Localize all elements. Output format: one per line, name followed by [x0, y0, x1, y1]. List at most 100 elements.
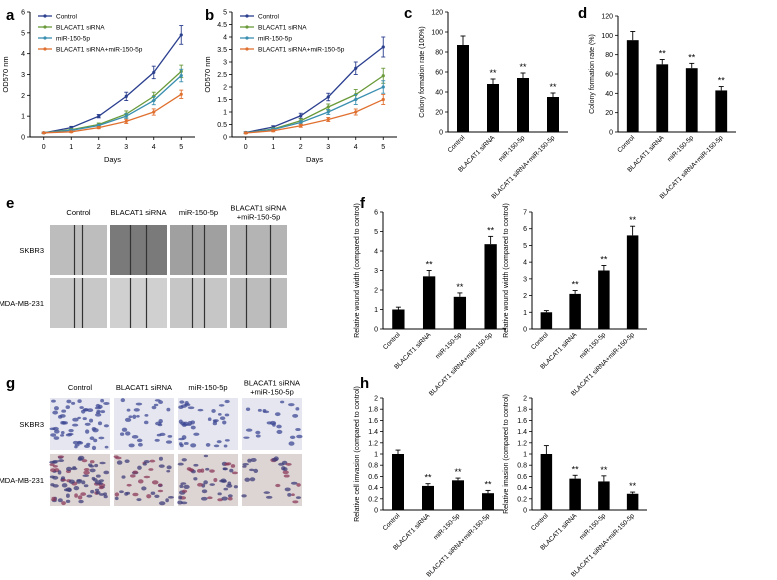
y-axis-label: Colony formation rate (100%) [419, 26, 426, 117]
stained-cell [217, 412, 222, 416]
stained-cell [67, 432, 74, 436]
stained-cell [83, 444, 90, 449]
bar-1 [569, 293, 581, 329]
x-category-label: miR-150-5p [666, 134, 695, 163]
stained-cell [190, 420, 196, 425]
bar-2 [517, 78, 529, 132]
stained-cell [227, 496, 233, 501]
x-category-label: miR-150-5p [497, 134, 526, 163]
stained-cell [154, 399, 161, 402]
data-point [271, 129, 275, 133]
chart-h-skbr3: 0 0.2 0.4 0.6 0.8 1 1.2 1.4 1.6 1.8 2 Control ** BLAC… [354, 386, 503, 579]
y-tick-label: 0.6 [368, 474, 378, 481]
stained-cell [265, 495, 273, 499]
panel-letter-f: f [360, 195, 366, 212]
column-label: BLACAT1 siRNA [244, 379, 300, 388]
stained-cell [72, 417, 79, 422]
stained-cell [142, 463, 147, 466]
stained-cell [280, 400, 285, 404]
stained-cell [287, 493, 292, 497]
significance-mark: ** [600, 254, 608, 264]
stained-cell [82, 417, 87, 421]
panel-letter-h: h [360, 375, 369, 392]
panel-letter-g: g [6, 375, 15, 392]
stained-cell [188, 468, 194, 472]
data-point [381, 74, 385, 78]
stained-cell [207, 496, 213, 500]
stained-cell [223, 444, 228, 448]
stained-cell [276, 429, 283, 434]
stained-cell [203, 480, 208, 485]
wound-image [50, 278, 107, 328]
legend-label-1: BLACAT1 siRNA [258, 24, 307, 31]
stained-cell [49, 427, 56, 431]
stained-cell [68, 428, 74, 433]
legend-marker [245, 47, 249, 51]
y-tick-label: 5 [223, 10, 227, 17]
y-tick-label: 0 [523, 327, 527, 334]
stained-cell [222, 467, 227, 471]
stained-cell [227, 494, 233, 498]
stained-cell [181, 458, 187, 462]
stained-cell [197, 408, 204, 412]
data-point [381, 45, 385, 49]
x-tick-label: 0 [244, 144, 248, 151]
bar-1 [569, 478, 581, 510]
y-tick-label: 0.8 [368, 463, 378, 470]
x-category-label: BLACAT1 siRNA+miR-150-5p [570, 331, 636, 397]
stained-cell [295, 427, 301, 432]
y-tick-label: 4 [21, 51, 25, 58]
stained-cell [100, 398, 105, 403]
stained-cell [57, 470, 62, 475]
x-category-label: BLACAT1 siRNA+miR-150-5p [428, 331, 494, 397]
x-category-label: miR-150-5p [578, 512, 607, 541]
legend-marker [43, 25, 47, 29]
stained-cell [70, 467, 78, 471]
stained-cell [87, 408, 94, 413]
stained-cell [181, 422, 187, 427]
stained-cell [126, 408, 131, 412]
y-tick-label: 2 [374, 396, 378, 403]
bar-0 [540, 312, 553, 329]
y-tick-label: 0.5 [217, 122, 227, 129]
stained-cell [103, 470, 110, 475]
stained-cell [77, 440, 82, 444]
stained-cell [166, 469, 171, 473]
stained-cell [226, 483, 233, 488]
stained-cell [222, 479, 227, 483]
significance-mark: ** [659, 49, 667, 59]
stained-cell [250, 457, 257, 462]
stained-cell [249, 468, 255, 472]
stained-cell [50, 433, 57, 437]
stained-cell [288, 441, 295, 446]
stained-cell [158, 483, 163, 487]
data-point [326, 117, 330, 122]
y-tick-label: 1 [523, 310, 527, 317]
stained-cell [230, 464, 236, 468]
y-tick-label: 5 [21, 30, 25, 37]
stained-cell [187, 406, 195, 410]
stained-cell [242, 462, 249, 466]
stained-cell [83, 467, 90, 472]
y-tick-label: 60 [435, 70, 443, 77]
significance-mark: ** [688, 52, 696, 62]
wound-image [170, 225, 227, 275]
stained-cell [126, 491, 131, 495]
data-point [326, 95, 330, 99]
stained-cell [136, 438, 143, 443]
x-tick-label: 2 [97, 144, 101, 151]
stained-cell [165, 440, 173, 444]
y-tick-label: 1 [374, 307, 378, 314]
y-tick-label: 80 [605, 52, 613, 59]
significance-mark: ** [549, 82, 557, 92]
bar-0 [392, 454, 404, 510]
stained-cell [76, 479, 83, 482]
stained-cell [120, 398, 126, 403]
stained-cell [151, 480, 159, 485]
stained-cell [73, 485, 80, 491]
y-tick-label: 3.5 [217, 47, 227, 54]
stained-cell [132, 414, 137, 419]
stained-cell [133, 408, 140, 412]
stained-cell [224, 399, 230, 404]
stained-cell [209, 483, 215, 486]
